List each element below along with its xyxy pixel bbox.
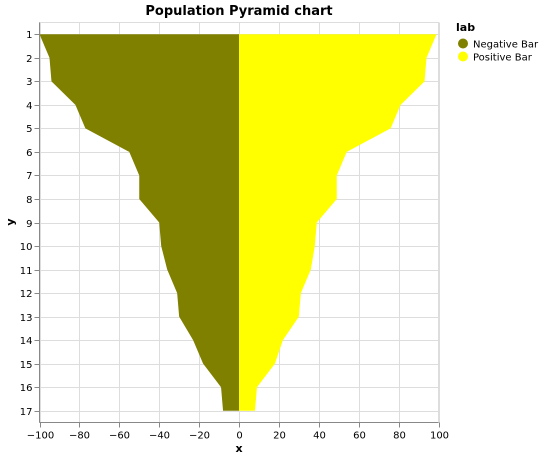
- area-negative-bar: [39, 34, 239, 411]
- y-tick-label: 12: [20, 289, 33, 300]
- y-tick-label: 15: [20, 360, 33, 371]
- y-tick-label: 9: [26, 219, 32, 230]
- x-tick-label: 100: [430, 431, 449, 442]
- y-axis-title: y: [4, 218, 17, 225]
- x-tick-label: −60: [109, 431, 130, 442]
- legend-label: Negative Bar: [473, 40, 539, 51]
- x-axis-title: x: [235, 442, 242, 455]
- legend-swatch: [458, 51, 468, 62]
- y-tick-label: 16: [20, 383, 33, 394]
- x-tick-label: 0: [236, 431, 242, 442]
- legend-title: lab: [456, 21, 475, 34]
- y-tick-label: 14: [20, 336, 33, 347]
- y-tick-label: 7: [26, 171, 32, 182]
- chart-title: Population Pyramid chart: [145, 4, 332, 19]
- y-tick-label: 11: [20, 266, 33, 277]
- x-tick-label: 60: [353, 431, 366, 442]
- x-tick-label: −20: [189, 431, 210, 442]
- x-tick-label: 40: [313, 431, 326, 442]
- y-tick-label: 13: [20, 313, 33, 324]
- legend: lab Negative Bar Positive Bar: [456, 21, 539, 64]
- plot-areas: [39, 34, 437, 411]
- legend-label: Positive Bar: [473, 53, 533, 64]
- x-tick-label: 80: [393, 431, 406, 442]
- y-tick-label: 3: [26, 77, 32, 88]
- y-tick-label: 6: [26, 148, 32, 159]
- area-positive-bar: [239, 34, 437, 411]
- x-tick-label: −100: [27, 431, 54, 442]
- y-tick-label: 10: [20, 242, 33, 253]
- y-tick-label: 2: [26, 54, 32, 65]
- y-tick-label: 1: [26, 30, 32, 41]
- legend-swatch: [458, 38, 468, 49]
- x-tick-label: −40: [149, 431, 170, 442]
- y-tick-label: 5: [26, 124, 32, 135]
- y-tick-label: 8: [26, 195, 32, 206]
- y-tick-label: 4: [26, 101, 32, 112]
- x-axis: −100 −80 −60 −40 −20 0 20 40 60 80 100: [27, 422, 449, 442]
- y-tick-label: 17: [20, 407, 33, 418]
- x-tick-label: 20: [273, 431, 286, 442]
- x-tick-label: −80: [69, 431, 90, 442]
